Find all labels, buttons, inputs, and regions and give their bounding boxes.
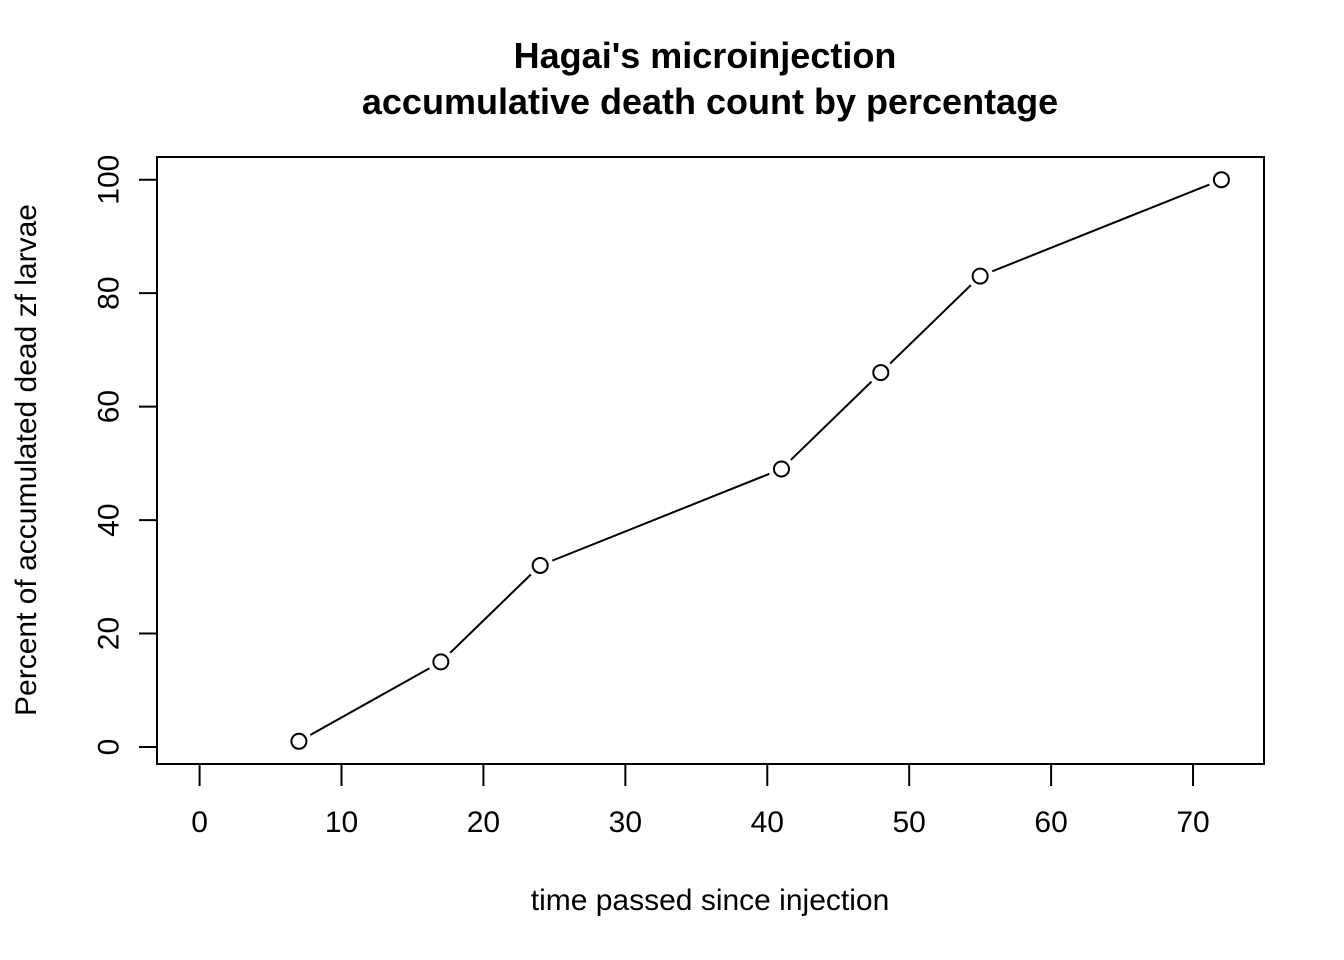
data-point (1212, 171, 1230, 189)
x-tick-label: 60 (1034, 806, 1067, 839)
series-line-segment (790, 380, 873, 461)
x-axis-label: time passed since injection (531, 884, 890, 917)
y-tick-label: 80 (93, 276, 126, 309)
y-tick-label: 0 (93, 739, 126, 756)
y-tick-label: 40 (93, 503, 126, 536)
data-series (290, 171, 1230, 750)
series-line-segment (991, 183, 1210, 273)
x-tick-label: 70 (1176, 806, 1209, 839)
x-axis: 0 10 20 30 40 50 60 70 (191, 763, 1210, 839)
series-line-segment (309, 667, 430, 736)
series-line-segment (449, 573, 532, 654)
data-point (290, 732, 308, 750)
data-point (531, 556, 549, 574)
data-point (432, 653, 450, 671)
data-point (872, 364, 890, 382)
chart-title-line-1: Hagai's microinjection (514, 35, 897, 76)
y-tick-label: 60 (93, 390, 126, 423)
x-tick-label: 40 (751, 806, 784, 839)
x-tick-label: 50 (893, 806, 926, 839)
x-tick-label: 30 (609, 806, 642, 839)
chart-title-line-2: accumulative death count by percentage (362, 81, 1058, 122)
y-axis-label: Percent of accumulated dead zf larvae (10, 204, 43, 716)
series-line-segment (551, 472, 770, 562)
plot-frame (156, 156, 1265, 765)
x-tick-label: 0 (191, 806, 208, 839)
x-tick-label: 20 (467, 806, 500, 839)
series-line-segment (889, 284, 972, 365)
x-tick-label: 10 (325, 806, 358, 839)
y-tick-label: 100 (93, 155, 126, 205)
y-tick-label: 20 (93, 617, 126, 650)
data-point (971, 267, 989, 285)
y-axis: 0 20 40 60 80 100 (93, 155, 158, 756)
data-point (772, 460, 790, 478)
